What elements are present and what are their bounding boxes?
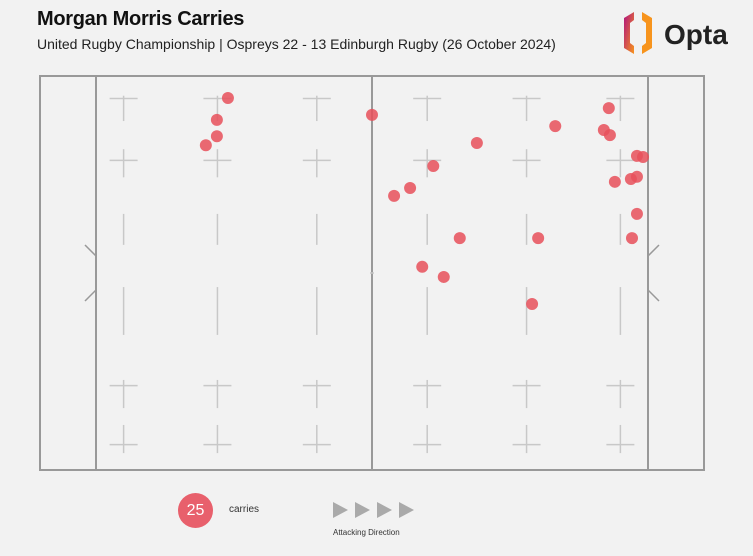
carry-point bbox=[608, 175, 621, 188]
carries-label: carries bbox=[229, 504, 260, 515]
attacking-direction-label: Attacking Direction bbox=[333, 528, 400, 537]
attacking-direction-arrows bbox=[333, 502, 414, 518]
carry-point bbox=[603, 129, 616, 142]
carry-point bbox=[404, 182, 417, 195]
opta-logo: Opta bbox=[624, 12, 728, 54]
carry-point bbox=[625, 232, 638, 245]
arrow-icon bbox=[355, 502, 370, 518]
arrow-icon bbox=[333, 502, 348, 518]
carry-point bbox=[453, 232, 466, 245]
carry-point bbox=[199, 139, 212, 152]
carry-point bbox=[221, 91, 234, 104]
carry-point bbox=[210, 113, 223, 126]
chart-title: Morgan Morris Carries bbox=[37, 8, 245, 30]
carry-point bbox=[637, 151, 650, 164]
posts-right bbox=[647, 244, 660, 302]
carry-point bbox=[388, 189, 401, 202]
carry-point bbox=[630, 207, 643, 220]
carry-point bbox=[549, 120, 562, 133]
carry-point bbox=[630, 170, 643, 183]
carry-point bbox=[366, 108, 378, 121]
carry-point bbox=[602, 102, 615, 115]
carry-point bbox=[526, 297, 539, 310]
carry-point bbox=[532, 232, 545, 245]
carry-point bbox=[210, 130, 223, 143]
carry-point bbox=[416, 260, 429, 273]
arrow-icon bbox=[377, 502, 392, 518]
posts-left bbox=[84, 244, 97, 302]
arrow-icon bbox=[399, 502, 414, 518]
carry-point bbox=[470, 136, 483, 149]
carry-point bbox=[427, 160, 440, 173]
chart-subtitle: United Rugby Championship | Ospreys 22 -… bbox=[37, 36, 556, 52]
carry-point bbox=[437, 270, 450, 283]
svg-text:Opta: Opta bbox=[664, 19, 728, 50]
carries-count-marker: 25 bbox=[178, 493, 213, 528]
